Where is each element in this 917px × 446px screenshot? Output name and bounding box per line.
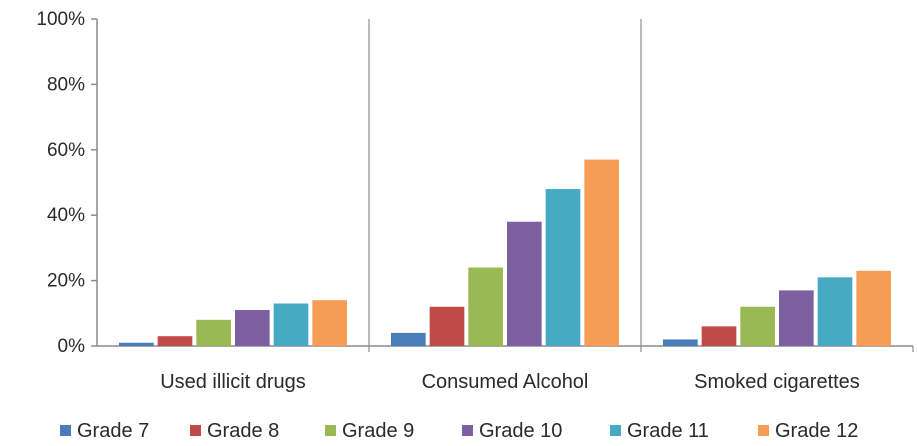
chart-bars — [119, 159, 891, 346]
legend-swatch — [190, 425, 201, 436]
bar — [545, 189, 581, 346]
legend-swatch — [325, 425, 336, 436]
bar — [196, 319, 231, 346]
legend-label: Grade 12 — [775, 420, 858, 442]
bar — [584, 159, 619, 346]
y-tick-label: 60% — [47, 140, 85, 161]
legend-swatch — [462, 425, 473, 436]
chart-legend: Grade 7 Grade 8 Grade 9 Grade 10 Grade 11 Gra… — [60, 420, 858, 442]
legend-label: Grade 10 — [479, 420, 562, 442]
bar — [235, 310, 270, 346]
legend-label: Grade 8 — [207, 420, 279, 442]
bar — [273, 303, 309, 346]
bar — [740, 306, 775, 346]
legend-label: Grade 9 — [342, 420, 414, 442]
y-tick-label: 20% — [47, 271, 85, 292]
bar — [701, 326, 737, 346]
bar — [856, 270, 891, 346]
bar — [119, 342, 154, 346]
chart-axes: 0% 20% 40% 60% 80% 100% — [36, 9, 914, 357]
bar — [391, 332, 426, 346]
y-tick-label: 0% — [58, 336, 86, 357]
category-label: Used illicit drugs — [160, 371, 306, 393]
y-tick-label: 40% — [47, 205, 85, 226]
category-label: Smoked cigarettes — [694, 371, 860, 393]
bar — [817, 277, 853, 346]
legend-swatch — [60, 425, 71, 436]
y-tick-label: 100% — [36, 9, 85, 30]
bar — [157, 336, 193, 346]
legend-swatch — [758, 425, 769, 436]
bar — [779, 290, 814, 346]
legend-label: Grade 11 — [627, 420, 709, 442]
bar — [507, 221, 542, 346]
legend-label: Grade 7 — [77, 420, 149, 442]
bar — [468, 267, 503, 346]
category-labels: Used illicit drugs Consumed Alcohol Smoked… — [160, 371, 860, 393]
bar — [429, 306, 465, 346]
bar — [312, 300, 347, 346]
y-tick-label: 80% — [47, 74, 85, 95]
category-label: Consumed Alcohol — [422, 371, 589, 393]
bar — [663, 339, 698, 346]
legend-swatch — [610, 425, 621, 436]
